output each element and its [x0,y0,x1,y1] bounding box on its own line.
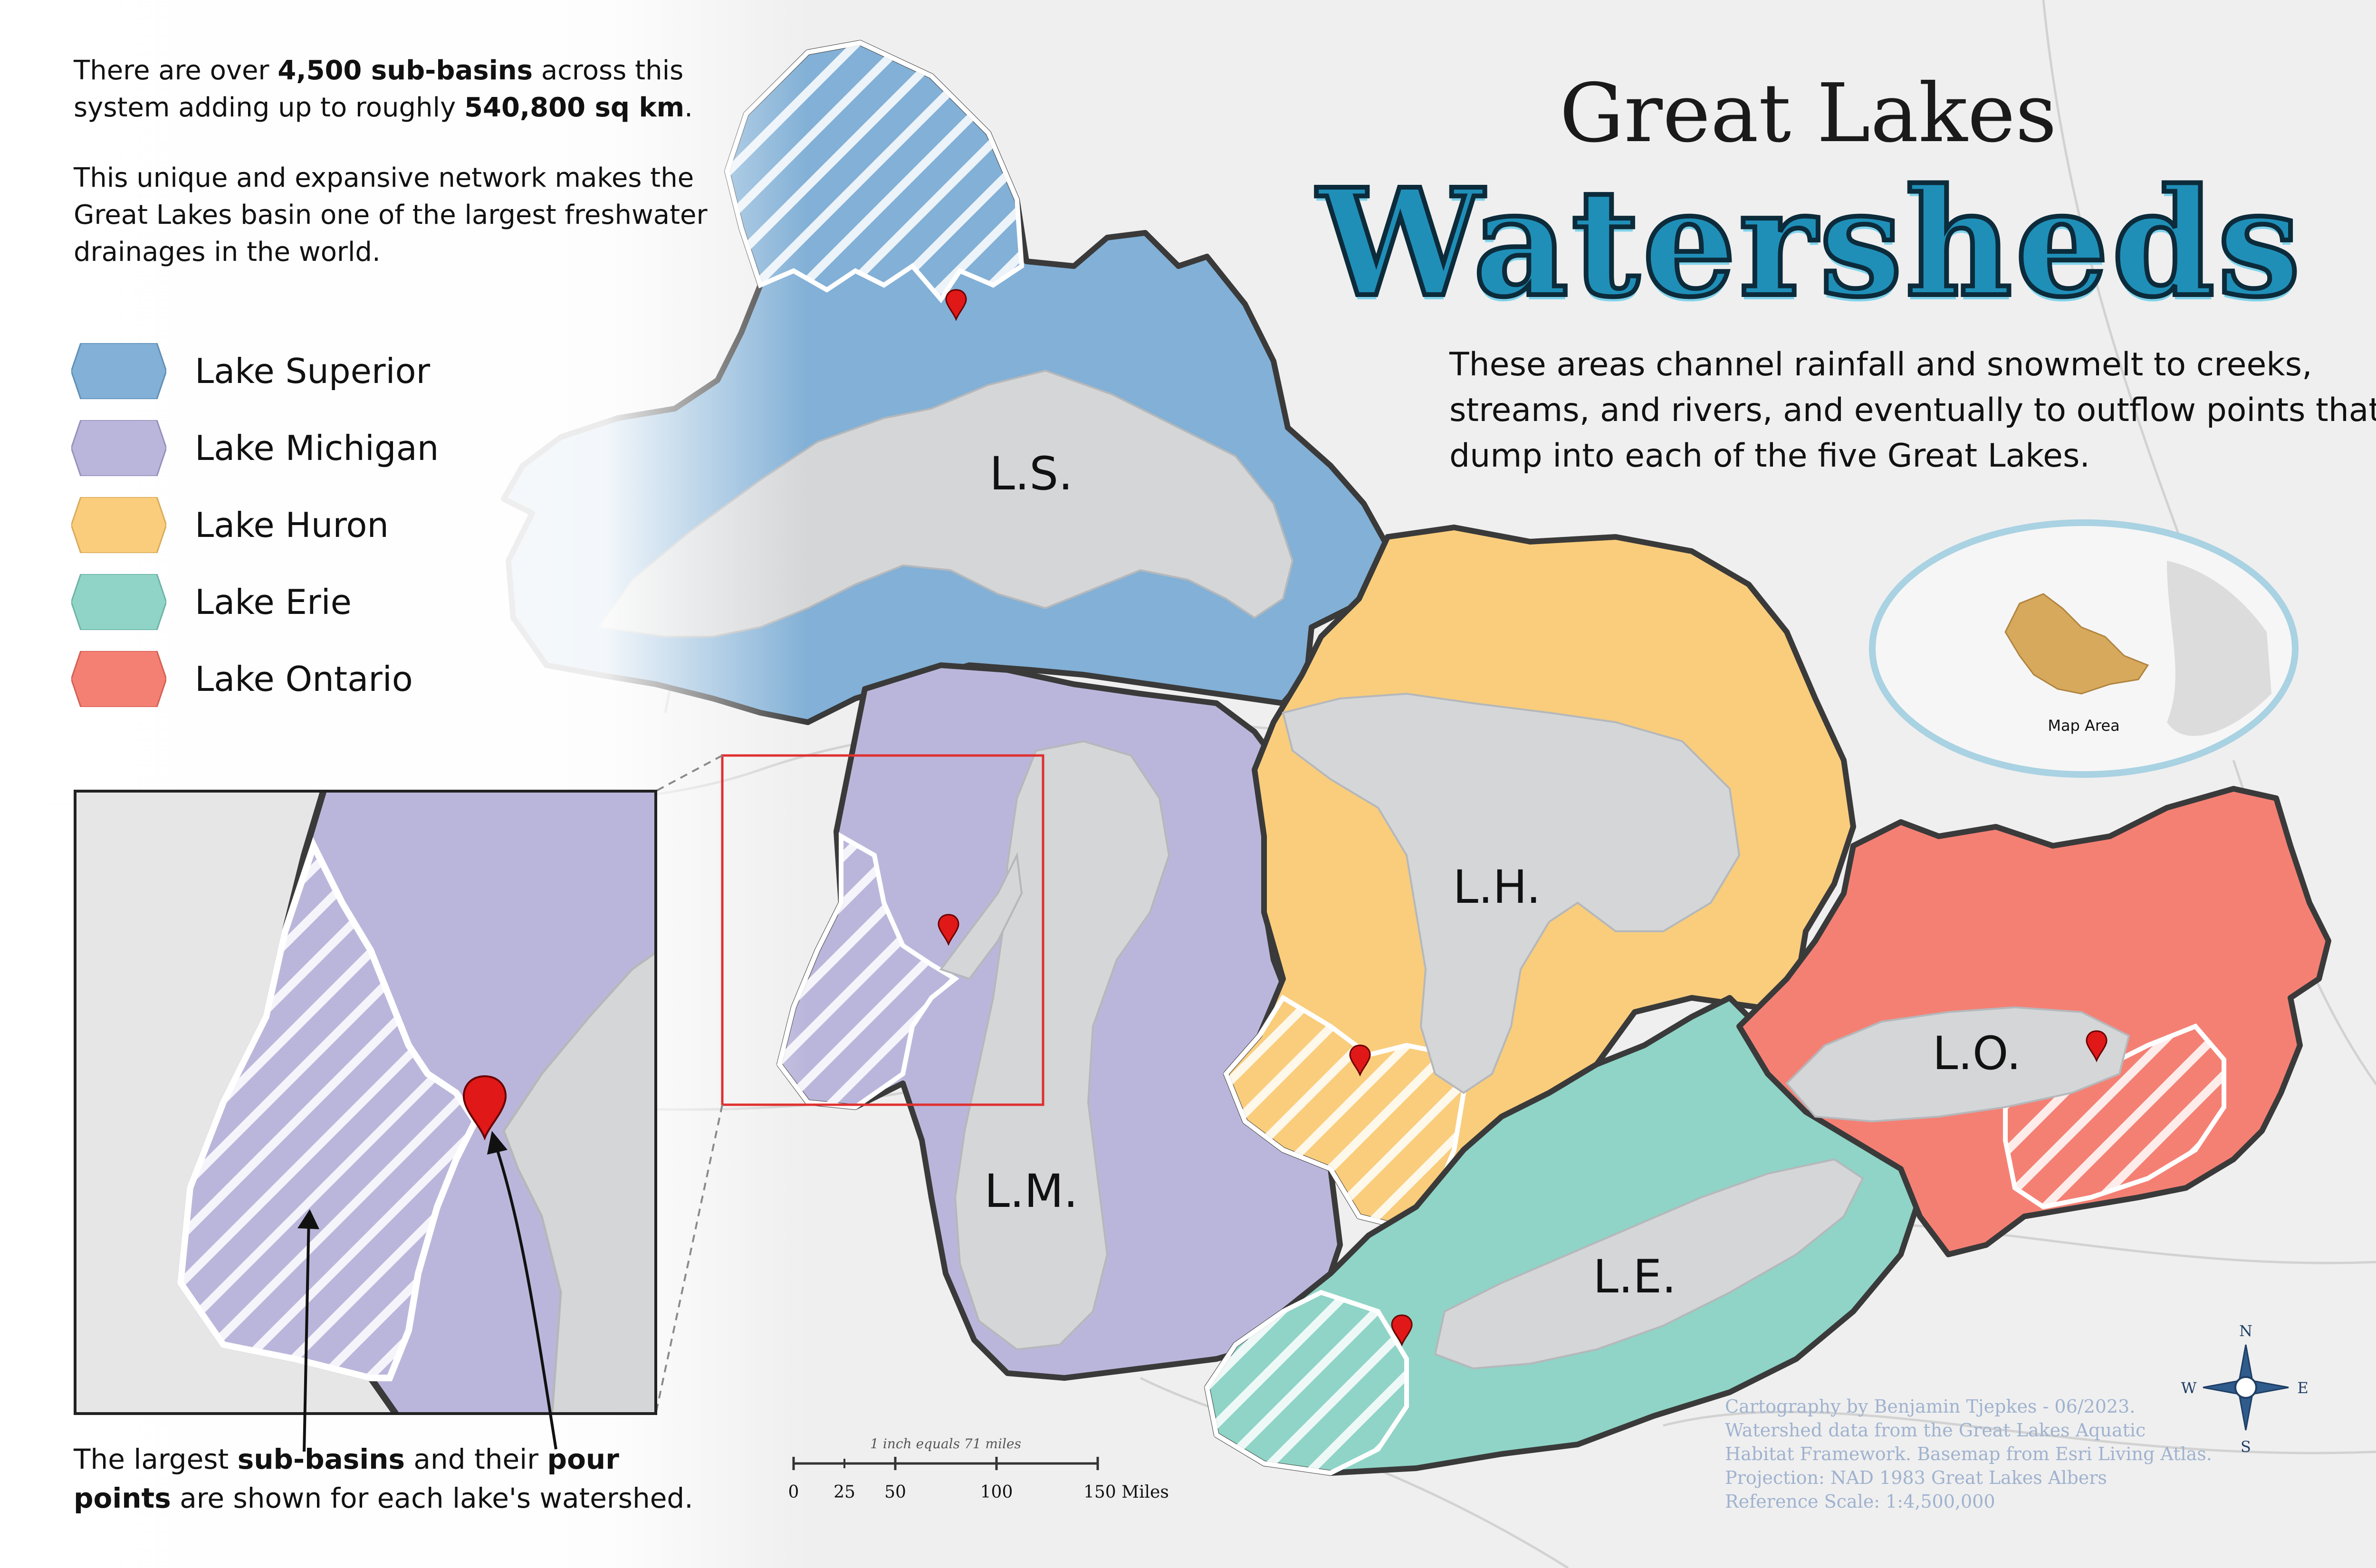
intro-paragraph-2: This unique and expansive network makes … [74,163,708,268]
label-lh: L.H. [1453,860,1541,914]
legend-item-superior: Lake Superior [71,333,439,410]
scale-bar: 1 inch equals 71 miles 0 25 50 100 150 M… [788,1436,1169,1502]
label-le: L.E. [1593,1250,1676,1303]
legend-label-ontario: Lake Ontario [195,659,413,699]
title-line-1: Great Lakes [1559,67,2057,161]
scale-tick-25: 25 [834,1482,855,1502]
scale-tick-0: 0 [788,1482,799,1502]
lake-erie-subbasin [1204,1290,1409,1476]
legend: Lake Superior Lake Michigan Lake Huron L… [71,333,439,717]
overview-area-shape [2004,593,2149,695]
legend-label-erie: Lake Erie [195,582,352,622]
legend-item-ontario: Lake Ontario [71,641,439,717]
hexagon-swatch-icon [71,574,166,630]
lake-labels: L.S. L.M. L.H. L.E. L.O. [984,447,2021,1303]
compass-n: N [2239,1322,2252,1340]
lakes-water [597,369,2130,1370]
credit-line-2: Watershed data from the Great Lakes Aqua… [1725,1420,2146,1441]
hexagon-swatch-icon [71,420,166,476]
overview-land [2167,561,2271,736]
compass-rose: N S E W [2181,1322,2309,1456]
compass-e: E [2297,1379,2308,1397]
credits: Cartography by Benjamin Tjepkes - 06/202… [1725,1395,2295,1513]
label-lo: L.O. [1933,1027,2021,1080]
scale-tick-100: 100 [980,1482,1013,1502]
hexagon-swatch-icon [71,497,166,553]
label-lm: L.M. [984,1165,1078,1218]
inset-subbasin [177,837,479,1381]
overview-map: Map Area [1869,519,2299,778]
lake-michigan-green-bay [939,852,1023,980]
description-text: These areas channel rainfall and snowmel… [1449,346,2376,475]
overview-label: Map Area [2048,717,2119,735]
legend-item-michigan: Lake Michigan [71,410,439,487]
legend-label-huron: Lake Huron [195,505,389,545]
compass-s: S [2241,1438,2251,1456]
hexagon-swatch-icon [71,343,166,399]
pour-point-ontario [2086,1030,2108,1062]
credit-line-1: Cartography by Benjamin Tjepkes - 06/202… [1725,1396,2136,1417]
inset-pour-point-marker [462,1075,507,1141]
hexagon-swatch-icon [71,651,166,707]
inset-arrow-pourpoint [493,1140,557,1450]
scale-tick-150: 150 Miles [1083,1482,1169,1502]
intro-paragraph-1: There are over 4,500 sub-basins across t… [74,55,693,123]
pour-point-erie [1391,1314,1413,1347]
inset-caption: The largest sub-basins and their pour po… [74,1443,693,1514]
scale-tick-50: 50 [884,1482,906,1502]
label-ls: L.S. [989,447,1073,500]
pour-point-huron [1349,1044,1371,1077]
legend-label-superior: Lake Superior [195,351,431,391]
credit-line-4: Projection: NAD 1983 Great Lakes Albers [1725,1467,2107,1488]
inset-water [502,951,656,1414]
inset-arrow-subbasin [303,1216,310,1452]
lake-huron-water [1282,692,1741,1094]
credit-line-5: Reference Scale: 1:4,500,000 [1725,1491,1995,1512]
inset-map [74,790,657,1452]
inset-arrow-subbasin-head [297,1209,319,1229]
pour-point-superior [945,289,967,321]
legend-item-erie: Lake Erie [71,564,439,641]
pour-point-michigan [938,914,959,946]
legend-label-michigan: Lake Michigan [195,428,439,468]
scale-note: 1 inch equals 71 miles [870,1436,1021,1452]
inset-extent-box [721,754,1044,1106]
lake-erie-water [1434,1158,1864,1370]
lake-ontario-water [1785,1006,2130,1123]
inset-arrow-pourpoint-head [487,1131,508,1155]
title-line-2: Watersheds [1315,154,2304,332]
compass-w: W [2181,1379,2197,1397]
pour-points [938,289,2108,1347]
credit-line-3: Habitat Framework. Basemap from Esri Liv… [1725,1444,2212,1464]
intro-text: There are over 4,500 sub-basins across t… [74,52,729,304]
legend-item-huron: Lake Huron [71,487,439,564]
